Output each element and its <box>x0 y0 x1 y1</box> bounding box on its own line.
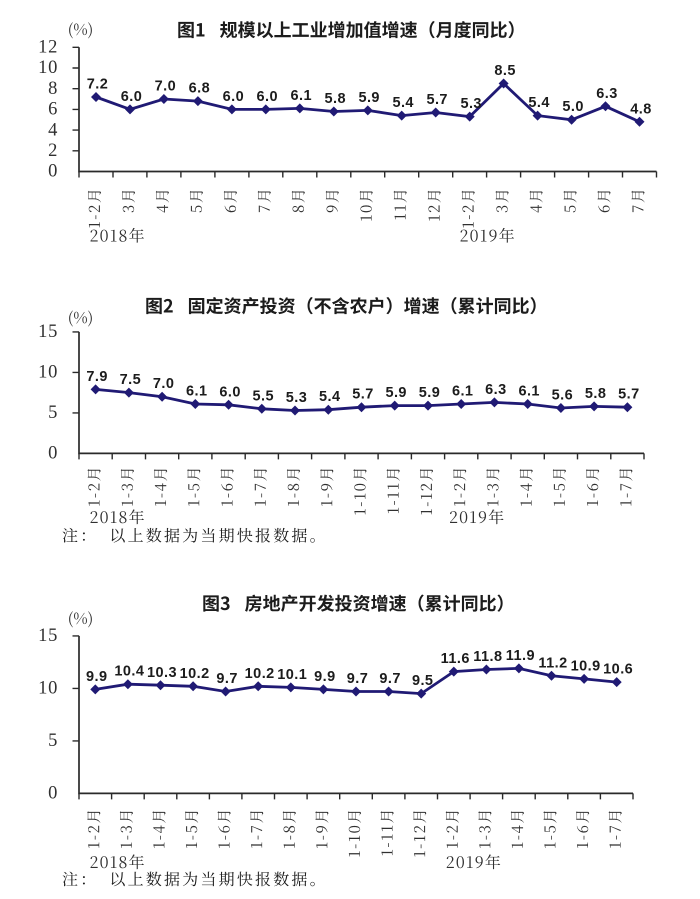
svg-text:7.2: 7.2 <box>87 77 109 93</box>
svg-text:5.4: 5.4 <box>392 95 414 111</box>
svg-text:5: 5 <box>48 731 58 751</box>
svg-text:7.9: 7.9 <box>86 369 108 385</box>
svg-text:0: 0 <box>48 784 58 804</box>
svg-text:8: 8 <box>48 79 58 99</box>
svg-text:5.8: 5.8 <box>585 386 607 402</box>
svg-text:6.1: 6.1 <box>291 88 313 104</box>
svg-text:6.0: 6.0 <box>257 89 279 105</box>
svg-text:10.2: 10.2 <box>245 666 275 682</box>
svg-text:6.1: 6.1 <box>186 384 208 400</box>
svg-text:11.6: 11.6 <box>441 651 470 667</box>
svg-text:5.7: 5.7 <box>352 387 374 403</box>
svg-text:6.8: 6.8 <box>189 81 211 97</box>
svg-text:10: 10 <box>38 679 58 699</box>
svg-text:10.2: 10.2 <box>180 666 210 682</box>
svg-text:5.8: 5.8 <box>325 91 347 107</box>
svg-text:5.7: 5.7 <box>618 387 640 403</box>
svg-text:5.3: 5.3 <box>286 390 308 406</box>
svg-text:10.6: 10.6 <box>603 662 633 678</box>
svg-text:10: 10 <box>38 58 58 78</box>
svg-text:6.3: 6.3 <box>485 382 507 398</box>
svg-text:7.0: 7.0 <box>153 376 175 392</box>
svg-text:15: 15 <box>38 322 58 342</box>
svg-text:12: 12 <box>38 38 58 58</box>
svg-text:5: 5 <box>48 403 58 423</box>
svg-text:2: 2 <box>48 141 58 161</box>
svg-text:5.9: 5.9 <box>385 385 407 401</box>
svg-text:4: 4 <box>48 120 58 140</box>
svg-text:5.3: 5.3 <box>460 96 482 112</box>
svg-text:6: 6 <box>48 100 58 120</box>
svg-text:6.0: 6.0 <box>223 89 245 105</box>
svg-text:5.5: 5.5 <box>253 388 275 404</box>
svg-text:7.0: 7.0 <box>155 79 177 95</box>
svg-text:0: 0 <box>48 162 58 182</box>
svg-text:10.4: 10.4 <box>114 664 144 680</box>
svg-text:9.7: 9.7 <box>216 671 238 687</box>
svg-text:8.5: 8.5 <box>494 63 516 79</box>
svg-text:4.8: 4.8 <box>630 101 652 117</box>
svg-text:10: 10 <box>38 363 58 383</box>
svg-text:5.0: 5.0 <box>562 99 584 115</box>
svg-text:5.7: 5.7 <box>426 92 448 108</box>
svg-text:0: 0 <box>48 444 58 464</box>
svg-text:9.9: 9.9 <box>314 669 336 685</box>
svg-text:11.2: 11.2 <box>538 655 567 671</box>
svg-text:10.9: 10.9 <box>571 658 601 674</box>
svg-text:5.6: 5.6 <box>552 388 574 404</box>
svg-text:9.7: 9.7 <box>379 671 401 687</box>
svg-text:6.1: 6.1 <box>452 384 474 400</box>
svg-text:10.3: 10.3 <box>147 665 177 681</box>
svg-text:10.1: 10.1 <box>277 667 307 683</box>
svg-text:11.8: 11.8 <box>473 649 502 665</box>
svg-text:5.9: 5.9 <box>358 90 380 106</box>
svg-text:5.4: 5.4 <box>319 389 341 405</box>
svg-text:6.3: 6.3 <box>596 86 618 102</box>
svg-text:9.9: 9.9 <box>86 669 108 685</box>
svg-text:6.0: 6.0 <box>121 89 143 105</box>
svg-text:15: 15 <box>38 626 58 646</box>
svg-text:5.4: 5.4 <box>528 95 550 111</box>
svg-text:6.0: 6.0 <box>219 384 241 400</box>
svg-text:9.5: 9.5 <box>412 673 434 689</box>
svg-text:6.1: 6.1 <box>518 384 540 400</box>
svg-text:5.9: 5.9 <box>419 385 441 401</box>
svg-text:7.5: 7.5 <box>120 372 142 388</box>
svg-text:11.9: 11.9 <box>506 648 535 664</box>
svg-text:9.7: 9.7 <box>347 671 369 687</box>
